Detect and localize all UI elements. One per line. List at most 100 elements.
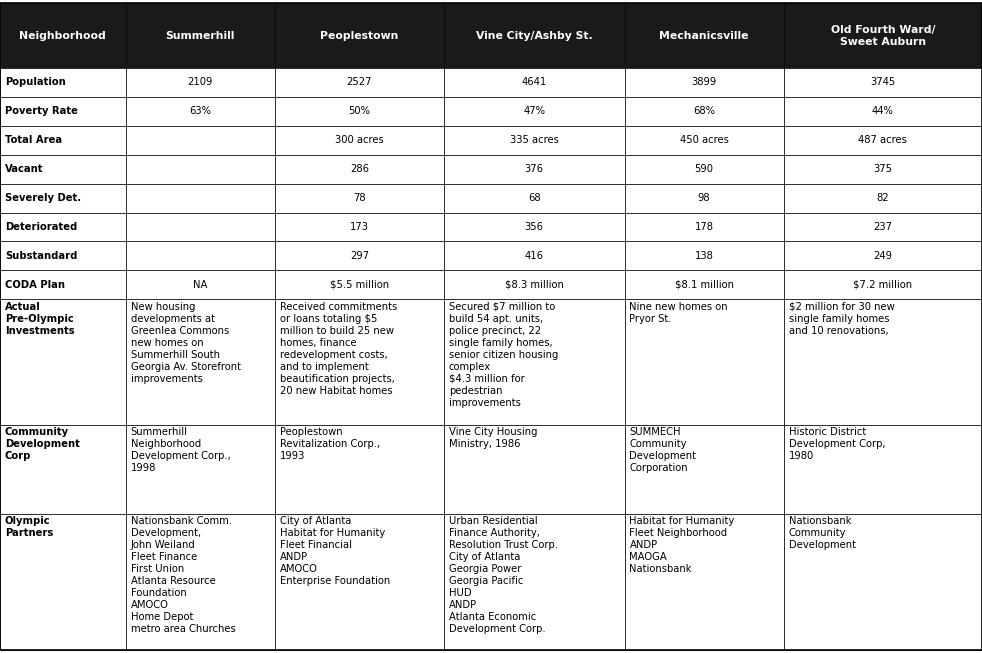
Bar bbox=[0, 183, 126, 212]
Bar bbox=[625, 242, 784, 270]
Bar bbox=[0, 126, 126, 155]
Text: 82: 82 bbox=[877, 193, 889, 203]
Text: Peoplestown: Peoplestown bbox=[320, 31, 399, 40]
Bar bbox=[275, 183, 444, 212]
Bar bbox=[625, 3, 784, 68]
Text: 173: 173 bbox=[350, 222, 369, 232]
Bar bbox=[784, 155, 982, 183]
Bar bbox=[275, 242, 444, 270]
Bar bbox=[0, 155, 126, 183]
Bar bbox=[444, 126, 625, 155]
Text: Nationsbank
Community
Development: Nationsbank Community Development bbox=[789, 516, 855, 550]
Bar bbox=[625, 155, 784, 183]
Text: 300 acres: 300 acres bbox=[335, 135, 384, 145]
Text: Secured $7 million to
build 54 apt. units,
police precinct, 22
single family hom: Secured $7 million to build 54 apt. unit… bbox=[449, 302, 558, 407]
Text: Total Area: Total Area bbox=[5, 135, 62, 145]
Text: $5.5 million: $5.5 million bbox=[330, 280, 389, 290]
Bar bbox=[126, 299, 275, 425]
Text: Neighborhood: Neighborhood bbox=[20, 31, 106, 40]
Bar bbox=[126, 97, 275, 126]
Bar bbox=[625, 212, 784, 242]
Text: Deteriorated: Deteriorated bbox=[5, 222, 78, 232]
Text: Urban Residential
Finance Authority,
Resolution Trust Corp.
City of Atlanta
Geor: Urban Residential Finance Authority, Res… bbox=[449, 516, 558, 634]
Text: CODA Plan: CODA Plan bbox=[5, 280, 65, 290]
Text: 98: 98 bbox=[698, 193, 710, 203]
Text: 3899: 3899 bbox=[691, 77, 717, 88]
Bar bbox=[625, 97, 784, 126]
Bar bbox=[444, 68, 625, 97]
Bar bbox=[784, 68, 982, 97]
Text: 335 acres: 335 acres bbox=[510, 135, 559, 145]
Text: Habitat for Humanity
Fleet Neighborhood
ANDP
MAOGA
Nationsbank: Habitat for Humanity Fleet Neighborhood … bbox=[629, 516, 735, 574]
Bar bbox=[126, 425, 275, 514]
Text: Substandard: Substandard bbox=[5, 251, 78, 261]
Bar bbox=[444, 183, 625, 212]
Bar bbox=[275, 155, 444, 183]
Text: 375: 375 bbox=[873, 164, 893, 174]
Text: Vine City/Ashby St.: Vine City/Ashby St. bbox=[476, 31, 592, 40]
Bar bbox=[625, 270, 784, 299]
Text: 63%: 63% bbox=[190, 106, 211, 116]
Bar bbox=[126, 242, 275, 270]
Bar bbox=[126, 212, 275, 242]
Bar bbox=[444, 155, 625, 183]
Bar bbox=[275, 514, 444, 650]
Bar bbox=[625, 299, 784, 425]
Bar bbox=[444, 212, 625, 242]
Bar bbox=[444, 242, 625, 270]
Text: 138: 138 bbox=[694, 251, 714, 261]
Text: 286: 286 bbox=[350, 164, 369, 174]
Text: 2109: 2109 bbox=[188, 77, 213, 88]
Text: 237: 237 bbox=[873, 222, 893, 232]
Bar bbox=[625, 514, 784, 650]
Text: Poverty Rate: Poverty Rate bbox=[5, 106, 78, 116]
Text: Population: Population bbox=[5, 77, 66, 88]
Bar bbox=[0, 514, 126, 650]
Text: Olympic
Partners: Olympic Partners bbox=[5, 516, 53, 538]
Text: Nine new homes on
Pryor St.: Nine new homes on Pryor St. bbox=[629, 302, 728, 324]
Text: 3745: 3745 bbox=[870, 77, 896, 88]
Bar bbox=[625, 183, 784, 212]
Text: Peoplestown
Revitalization Corp.,
1993: Peoplestown Revitalization Corp., 1993 bbox=[280, 428, 380, 462]
Bar bbox=[625, 68, 784, 97]
Bar bbox=[126, 514, 275, 650]
Bar bbox=[126, 183, 275, 212]
Text: $2 million for 30 new
single family homes
and 10 renovations,: $2 million for 30 new single family home… bbox=[789, 302, 895, 336]
Bar bbox=[0, 299, 126, 425]
Bar bbox=[126, 68, 275, 97]
Text: 50%: 50% bbox=[349, 106, 370, 116]
Bar bbox=[444, 425, 625, 514]
Bar bbox=[275, 212, 444, 242]
Bar bbox=[275, 97, 444, 126]
Text: Actual
Pre-Olympic
Investments: Actual Pre-Olympic Investments bbox=[5, 302, 75, 336]
Bar bbox=[625, 425, 784, 514]
Text: 356: 356 bbox=[524, 222, 544, 232]
Bar bbox=[275, 425, 444, 514]
Bar bbox=[784, 514, 982, 650]
Bar bbox=[784, 183, 982, 212]
Bar bbox=[784, 126, 982, 155]
Text: Vine City Housing
Ministry, 1986: Vine City Housing Ministry, 1986 bbox=[449, 428, 537, 449]
Text: 249: 249 bbox=[873, 251, 893, 261]
Text: Mechanicsville: Mechanicsville bbox=[659, 31, 749, 40]
Text: 416: 416 bbox=[524, 251, 544, 261]
Bar bbox=[275, 126, 444, 155]
Text: 68: 68 bbox=[528, 193, 540, 203]
Bar bbox=[784, 212, 982, 242]
Bar bbox=[444, 514, 625, 650]
Bar bbox=[625, 126, 784, 155]
Bar bbox=[275, 270, 444, 299]
Bar bbox=[126, 155, 275, 183]
Text: 78: 78 bbox=[354, 193, 365, 203]
Bar bbox=[0, 212, 126, 242]
Text: SUMMECH
Community
Development
Corporation: SUMMECH Community Development Corporatio… bbox=[629, 428, 696, 473]
Bar bbox=[0, 68, 126, 97]
Text: Summerhill
Neighborhood
Development Corp.,
1998: Summerhill Neighborhood Development Corp… bbox=[131, 428, 231, 473]
Text: Nationsbank Comm.
Development,
John Weiland
Fleet Finance
First Union
Atlanta Re: Nationsbank Comm. Development, John Weil… bbox=[131, 516, 236, 634]
Text: 487 acres: 487 acres bbox=[858, 135, 907, 145]
Text: 2527: 2527 bbox=[347, 77, 372, 88]
Bar bbox=[784, 299, 982, 425]
Text: 68%: 68% bbox=[693, 106, 715, 116]
Bar bbox=[784, 3, 982, 68]
Text: Community
Development
Corp: Community Development Corp bbox=[5, 428, 80, 462]
